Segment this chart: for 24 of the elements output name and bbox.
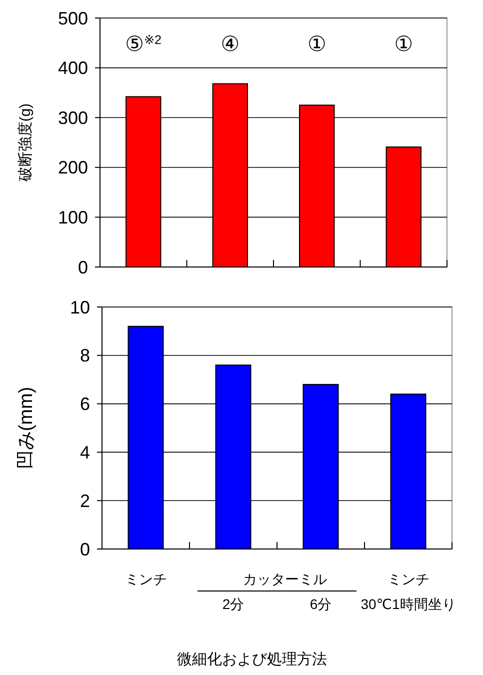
y-tick-label: 400 — [58, 58, 88, 78]
y-tick-label: 6 — [80, 394, 90, 414]
y-tick-label: 200 — [58, 158, 88, 178]
x-tick-label: ミンチ 30℃1時間坐り — [360, 571, 456, 612]
annotation: ④ — [220, 33, 240, 56]
x-axis-title: 微細化および処理方法 — [177, 651, 327, 668]
y-tick-label: 2 — [80, 490, 90, 511]
x-tick-label: 6分 — [310, 596, 332, 612]
x-tick-label: 2分 — [222, 596, 244, 612]
annotation: ① — [394, 33, 414, 56]
y-tick-label: 10 — [70, 297, 90, 318]
y-tick-label: 4 — [80, 442, 90, 462]
y-axis-title: 破断強度(g) — [17, 103, 34, 183]
y-tick-label: 8 — [80, 346, 90, 366]
y-tick-label: 100 — [58, 208, 88, 228]
y-tick-label: 500 — [58, 8, 88, 28]
y-axis-title: 凹み(mm) — [16, 386, 37, 470]
y-tick-label: 0 — [80, 539, 90, 560]
annotation: ⑤$^{※2}$ — [125, 33, 162, 56]
y-tick-label: 0 — [78, 257, 88, 278]
x-tick-label: ミンチ — [124, 571, 167, 587]
text: カッターミル — [243, 571, 327, 587]
y-tick-label: 300 — [58, 108, 88, 128]
annotation: ① — [307, 33, 326, 56]
